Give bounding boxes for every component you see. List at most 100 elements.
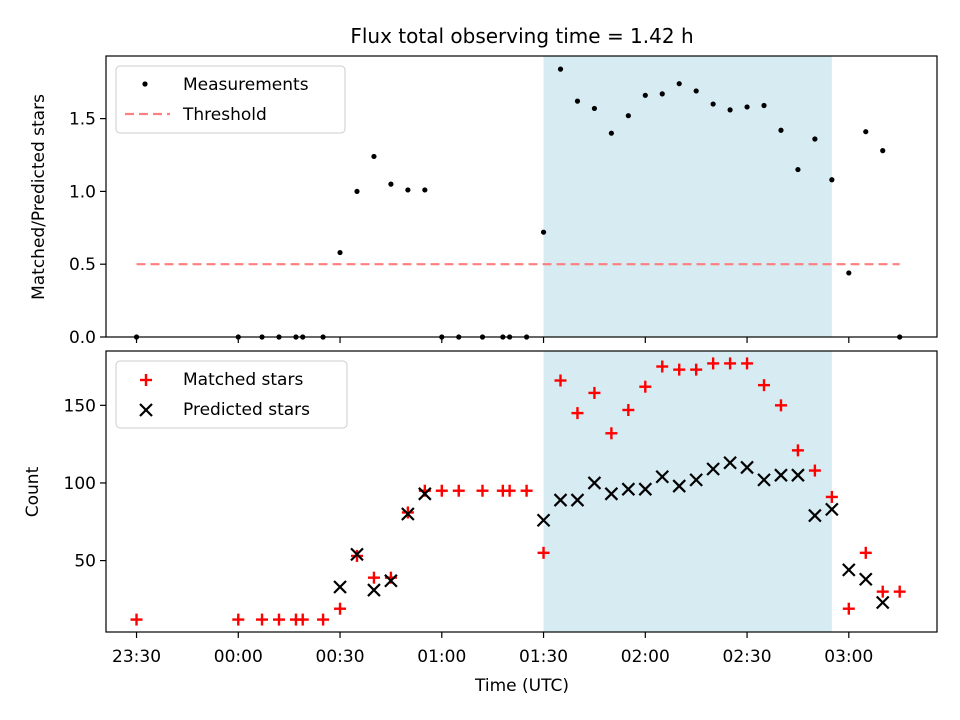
measurement-point — [863, 129, 869, 135]
legend-marker-predicted — [139, 403, 153, 417]
y-tick-label: 0.5 — [69, 255, 96, 275]
measurement-point — [540, 229, 547, 235]
predicted-star-points — [333, 456, 890, 610]
legend-label-predicted: Predicted stars — [183, 400, 310, 420]
predicted-star-point — [536, 513, 551, 527]
x-ticks-top — [135, 337, 850, 343]
matched-star-point — [639, 380, 652, 393]
predicted-star-point — [672, 479, 686, 493]
matched-star-point — [296, 613, 309, 626]
measurement-point — [727, 107, 733, 113]
measurement-point — [354, 188, 360, 195]
measurement-point — [778, 127, 784, 133]
matched-star-point — [588, 386, 601, 399]
y-tick-label: 150 — [64, 396, 96, 416]
predicted-star-point — [808, 508, 822, 523]
x-tick-label: 02:30 — [723, 647, 772, 667]
y-axis-label-bottom: Count — [23, 466, 43, 517]
measurement-point — [591, 105, 598, 112]
measurement-point — [693, 88, 699, 94]
chart-title: Flux total observing time = 1.42 h — [350, 24, 693, 48]
predicted-star-point — [825, 502, 839, 517]
y-tick-label: 100 — [64, 474, 96, 494]
matched-star-point — [537, 546, 550, 559]
y-ticks-bottom: 50 100 150 — [64, 396, 106, 572]
matched-star-point — [808, 464, 821, 477]
x-tick-label: 03:00 — [824, 647, 873, 667]
matched-star-point — [232, 613, 245, 626]
x-tick-label: 02:00 — [621, 647, 670, 667]
legend-label-measurements: Measurements — [183, 75, 309, 95]
x-tick-label: 00:30 — [316, 647, 365, 667]
predicted-star-point — [401, 507, 415, 521]
predicted-star-point — [875, 595, 890, 610]
matched-star-point — [367, 571, 380, 584]
matched-star-point — [605, 427, 618, 440]
predicted-star-point — [791, 468, 805, 482]
predicted-star-point — [604, 487, 619, 501]
predicted-star-point — [587, 476, 602, 490]
panel-counts: 50 100 150 23:30 00:00 00:30 01:00 01:30 02:00 0… — [23, 350, 938, 696]
shaded-interval-bottom — [543, 351, 832, 632]
predicted-star-point — [638, 482, 653, 496]
matched-star-point — [825, 490, 838, 503]
matched-star-point — [571, 407, 584, 420]
matched-star-point — [859, 546, 872, 559]
matched-star-point — [876, 585, 889, 598]
x-tick-label: 00:00 — [214, 647, 263, 667]
predicted-star-point — [333, 580, 347, 594]
y-tick-label: 1.0 — [69, 182, 96, 202]
plot-frame-top — [105, 55, 938, 338]
matched-star-point — [791, 444, 804, 457]
shaded-interval-top — [543, 56, 832, 337]
measurement-point — [388, 181, 394, 187]
legend-marker-matched — [140, 374, 152, 386]
y-tick-label: 1.5 — [69, 110, 96, 130]
predicted-star-point — [367, 583, 381, 597]
measurement-point — [880, 148, 886, 154]
y-axis-label-top: Matched/Predicted stars — [29, 94, 49, 300]
y-tick-label: 50 — [74, 552, 96, 572]
predicted-star-point — [757, 473, 771, 487]
matched-star-point — [774, 399, 787, 412]
x-tick-label: 01:30 — [519, 647, 568, 667]
measurement-point — [405, 187, 411, 193]
legend-label-threshold: Threshold — [182, 105, 267, 125]
y-ticks-top: 0.0 0.5 1.0 1.5 — [69, 110, 106, 348]
matched-star-point — [476, 484, 489, 497]
matched-star-point — [554, 374, 567, 387]
matched-star-point — [758, 379, 771, 392]
x-ticks-bottom: 23:30 00:00 00:30 01:00 01:30 02:00 02:30 03:00 — [112, 632, 873, 667]
x-tick-label: 01:00 — [417, 647, 466, 667]
predicted-star-point — [570, 493, 585, 507]
matched-star-point — [256, 613, 269, 626]
measurement-point — [710, 101, 716, 107]
panel-ratio: 0.0 0.5 1.0 1.5 Matched/Predicted stars Mea… — [29, 55, 938, 348]
measurement-point — [676, 81, 682, 87]
measurement-point — [371, 153, 377, 160]
measurement-point — [337, 249, 343, 256]
measurement-point — [642, 92, 648, 98]
matched-star-point — [690, 363, 703, 376]
plot-frame-bottom — [105, 350, 938, 633]
measurement-point — [846, 270, 852, 276]
predicted-star-point — [858, 572, 873, 586]
matched-star-point — [272, 613, 285, 626]
matched-star-point — [724, 357, 737, 370]
matched-star-point — [673, 363, 686, 376]
predicted-star-point — [384, 573, 398, 588]
matched-star-point — [741, 357, 754, 370]
legend-bottom: Matched stars Predicted stars — [115, 360, 348, 429]
matched-star-point — [893, 585, 906, 598]
predicted-star-point — [774, 468, 788, 482]
matched-star-point — [622, 403, 635, 416]
measurement-point — [557, 66, 564, 72]
matched-star-point — [435, 484, 448, 497]
measurement-point — [422, 187, 428, 193]
predicted-star-point — [706, 462, 720, 476]
y-tick-label: 0.0 — [69, 328, 96, 348]
predicted-star-point — [689, 473, 703, 487]
measurement-point — [829, 177, 835, 183]
predicted-star-point — [655, 469, 670, 484]
